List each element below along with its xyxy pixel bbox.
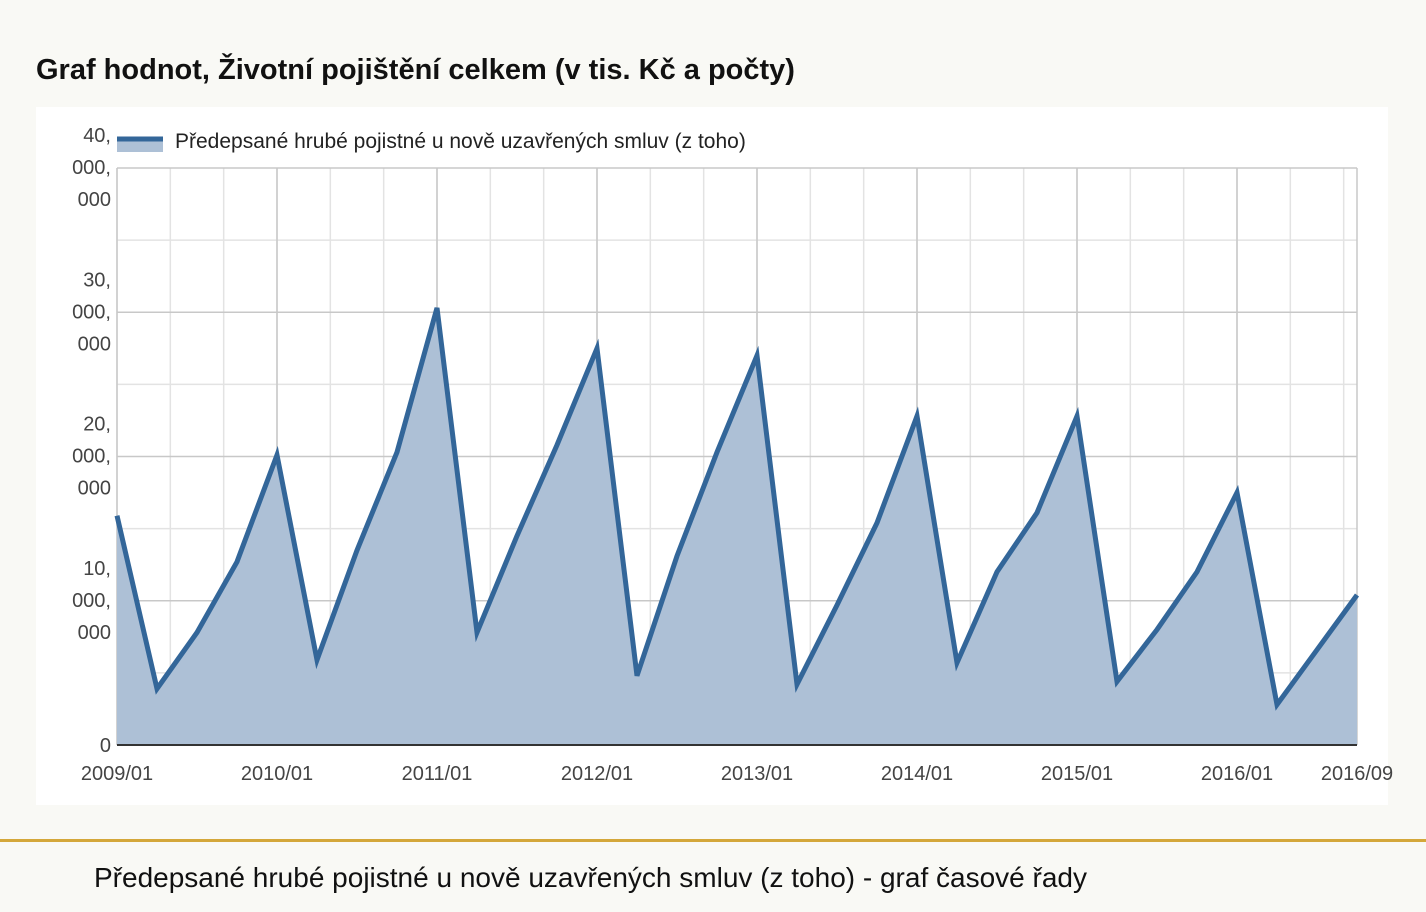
caption: Předepsané hrubé pojistné u nově uzavřen… bbox=[94, 862, 1087, 893]
legend-label: Předepsané hrubé pojistné u nově uzavřen… bbox=[175, 130, 746, 153]
y-tick-label: 30, 000, 000 bbox=[72, 269, 111, 355]
area-fill bbox=[117, 307, 1357, 745]
x-tick-label: 2010/01 bbox=[241, 763, 313, 785]
x-tick-label: 2011/01 bbox=[402, 763, 473, 785]
y-tick-label: 20, 000, 000 bbox=[72, 414, 111, 500]
line bbox=[114, 307, 1360, 711]
x-tick-label: 2012/01 bbox=[561, 763, 633, 785]
y-tick-label: 0 bbox=[100, 735, 111, 757]
x-tick-label: 2014/01 bbox=[881, 763, 953, 785]
x-tick-label: 2013/01 bbox=[721, 763, 793, 785]
x-tick-label: 2016/01 bbox=[1201, 763, 1273, 785]
y-tick-label: 10, 000, 000 bbox=[72, 558, 111, 644]
x-tick-label: 2009/01 bbox=[81, 763, 153, 785]
x-tick-label: 2015/01 bbox=[1041, 763, 1113, 785]
chart-title: Graf hodnot, Životní pojištění celkem (v… bbox=[36, 54, 795, 86]
divider bbox=[0, 839, 1426, 842]
x-tick-label: 2016/09 bbox=[1321, 763, 1393, 785]
y-tick-label: 40, 000, 000 bbox=[72, 125, 111, 211]
